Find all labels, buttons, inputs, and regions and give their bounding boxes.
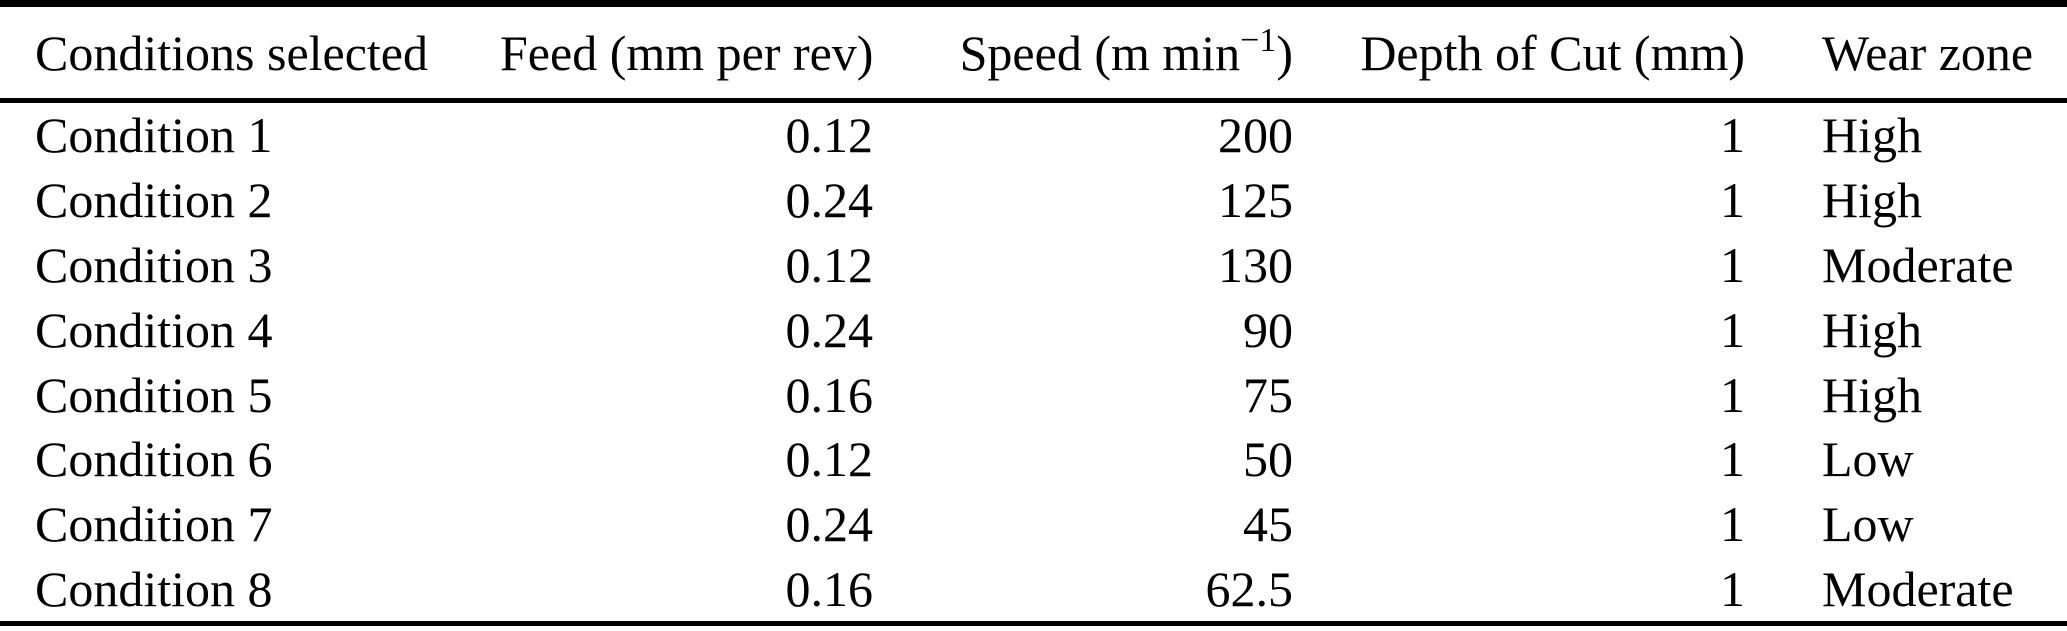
- column-header-conditions-selected: Conditions selected: [0, 3, 500, 103]
- speed-header-superscript: −1: [1240, 21, 1277, 59]
- cell-condition: Condition 6: [35, 431, 273, 488]
- column-header-feed: Feed (mm per rev): [500, 3, 873, 103]
- cell-feed: 0.24: [785, 172, 874, 229]
- cell-wear-zone: Low: [1822, 431, 1914, 488]
- cell-condition: Condition 3: [35, 236, 273, 293]
- cell-depth-of-cut: 1: [1720, 107, 1745, 164]
- cell-depth-of-cut: 1: [1720, 366, 1745, 423]
- cell-wear-zone: High: [1822, 172, 1922, 229]
- cell-condition: Condition 2: [35, 172, 273, 229]
- cell-wear-zone: High: [1822, 301, 1922, 358]
- table-row: Condition 4 0.24 90 1 High: [0, 297, 2067, 362]
- cell-feed: 0.12: [785, 236, 874, 293]
- cell-wear-zone: Moderate: [1822, 236, 2014, 293]
- cell-feed: 0.12: [785, 107, 874, 164]
- cell-feed: 0.24: [785, 301, 874, 358]
- cell-speed: 90: [1243, 301, 1293, 358]
- table-row: Condition 6 0.12 50 1 Low: [0, 427, 2067, 492]
- cell-speed: 50: [1243, 431, 1293, 488]
- cell-wear-zone: Moderate: [1822, 560, 2014, 617]
- cell-speed: 62.5: [1205, 560, 1294, 617]
- cell-condition: Condition 5: [35, 366, 273, 423]
- cell-wear-zone: High: [1822, 366, 1922, 423]
- table-row: Condition 8 0.16 62.5 1 Moderate: [0, 557, 2067, 624]
- column-header-depth-of-cut: Depth of Cut (mm): [1293, 3, 1745, 103]
- cell-depth-of-cut: 1: [1720, 560, 1745, 617]
- cell-condition: Condition 1: [35, 107, 273, 164]
- cell-feed: 0.16: [785, 560, 874, 617]
- cell-depth-of-cut: 1: [1720, 301, 1745, 358]
- cell-speed: 200: [1218, 107, 1293, 164]
- cell-condition: Condition 4: [35, 301, 273, 358]
- speed-header-prefix: Speed (m min: [959, 24, 1241, 81]
- cell-wear-zone: High: [1822, 107, 1922, 164]
- cell-wear-zone: Low: [1822, 496, 1914, 553]
- table-row: Condition 7 0.24 45 1 Low: [0, 492, 2067, 557]
- cell-feed: 0.16: [785, 366, 874, 423]
- cell-depth-of-cut: 1: [1720, 236, 1745, 293]
- cell-condition: Condition 7: [35, 496, 273, 553]
- cell-feed: 0.24: [785, 496, 874, 553]
- cell-feed: 0.12: [785, 431, 874, 488]
- table-row: Condition 5 0.16 75 1 High: [0, 362, 2067, 427]
- cell-depth-of-cut: 1: [1720, 172, 1745, 229]
- cell-speed: 130: [1218, 236, 1293, 293]
- cell-depth-of-cut: 1: [1720, 496, 1745, 553]
- table-row: Condition 3 0.12 130 1 Moderate: [0, 233, 2067, 298]
- table-row: Condition 2 0.24 125 1 High: [0, 168, 2067, 233]
- speed-header-suffix: ): [1276, 24, 1293, 81]
- table-row: Condition 1 0.12 200 1 High: [0, 101, 2067, 168]
- cell-speed: 125: [1218, 172, 1293, 229]
- column-header-wear-zone: Wear zone: [1745, 3, 2067, 103]
- cell-condition: Condition 8: [35, 560, 273, 617]
- cell-depth-of-cut: 1: [1720, 431, 1745, 488]
- column-header-speed: Speed (m min−1): [873, 3, 1293, 103]
- cell-speed: 45: [1243, 496, 1293, 553]
- cell-speed: 75: [1243, 366, 1293, 423]
- table-header-row: Conditions selected Feed (mm per rev) Sp…: [0, 3, 2067, 103]
